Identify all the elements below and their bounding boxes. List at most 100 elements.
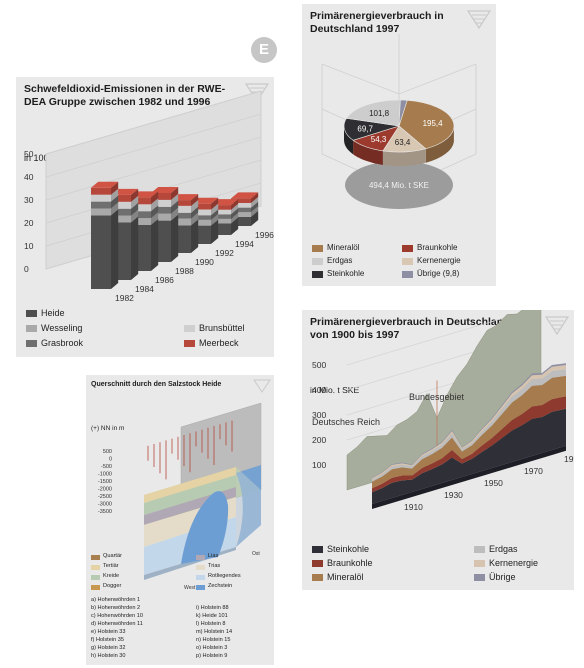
so2-bar-side bbox=[191, 194, 199, 206]
pie-slice-side bbox=[425, 127, 454, 163]
so2-bar-segment bbox=[131, 204, 151, 212]
so2-bar-side bbox=[231, 199, 239, 210]
legend-label-brunsbuettel: Brunsbüttel bbox=[199, 323, 245, 333]
pie-legend-swatch-steinkohle bbox=[312, 271, 323, 278]
so2-bar-segment bbox=[211, 205, 231, 210]
area-chart-title: Primärenergieverbrauch in Deutschland vo… bbox=[310, 316, 510, 341]
so2-ytick-label: 0 bbox=[24, 264, 29, 274]
so2-xtick-label: 1994 bbox=[235, 239, 254, 249]
pie-legend-swatch-uebrige bbox=[402, 271, 413, 278]
so2-bar-side bbox=[151, 212, 159, 225]
pie-legend-steinkohle: Steinkohle bbox=[327, 269, 365, 278]
so2-bar-side bbox=[151, 198, 159, 212]
so2-ytick-label: 10 bbox=[24, 241, 34, 251]
so2-bar-segment bbox=[191, 219, 211, 226]
so2-bar-segment bbox=[191, 203, 211, 210]
so2-bar-side bbox=[191, 199, 199, 213]
well-item: f) Holstein 35 bbox=[91, 637, 124, 643]
so2-ytick-label: 50 bbox=[24, 149, 34, 159]
legend-swatch-grasbrook bbox=[26, 340, 37, 347]
salt-block bbox=[144, 402, 262, 580]
so2-xtick-label: 1982 bbox=[115, 293, 134, 303]
so2-bar-side bbox=[131, 188, 139, 202]
area-logo-icon bbox=[544, 314, 570, 336]
salt-legend-rotliegendes: Rotliegendes bbox=[208, 573, 241, 579]
so2-bar-side bbox=[251, 206, 259, 217]
so2-bar-segment bbox=[231, 212, 251, 217]
so2-xtick-label: 1990 bbox=[195, 257, 214, 267]
so2-chart-title: Schwefeldioxid-Emissionen in der RWE-DEA… bbox=[24, 83, 226, 108]
salt-legend-zechstein: Zechstein bbox=[208, 583, 233, 589]
so2-xtick-label: 1986 bbox=[155, 275, 174, 285]
so2-bar-side bbox=[171, 187, 179, 200]
direction-ost: Ost bbox=[252, 551, 260, 557]
so2-bar-side bbox=[171, 214, 179, 262]
legend-label-grasbrook: Grasbrook bbox=[41, 338, 84, 348]
so2-xtick-label: 1996 bbox=[255, 230, 274, 240]
well-item: m) Holstein 14 bbox=[196, 629, 233, 635]
pie-slice-side bbox=[344, 125, 354, 155]
well-item: d) Hohenwöhrden 11 bbox=[91, 621, 143, 627]
pie-legend-kernenergie: Kernenergie bbox=[417, 256, 461, 265]
so2-chart-panel: Schwefeldioxid-Emissionen in der RWE-DEA… bbox=[16, 77, 274, 357]
pie-slice bbox=[345, 99, 401, 127]
well-item: l) Holstein 8 bbox=[196, 621, 226, 627]
well-item: k) Heide 101 bbox=[196, 613, 228, 619]
area-legend-swatch-mineraloel bbox=[312, 574, 323, 581]
area-legend-swatch-kernenergie bbox=[474, 560, 485, 567]
pie-chart-svg: 494,4 Mio. t SKE 195,4 63,4 54,3 69,7 101,8 bbox=[321, 34, 477, 209]
pie-legend-uebrige: Übrige (9,8) bbox=[417, 269, 460, 278]
so2-bar-top bbox=[231, 192, 259, 199]
so2-gridline bbox=[45, 90, 262, 155]
so2-bar-side bbox=[131, 195, 139, 209]
so2-bar-segment bbox=[91, 208, 111, 216]
so2-bar-segment bbox=[211, 223, 231, 235]
so2-bar-side bbox=[111, 209, 119, 289]
salt-ytick-label: -3000 bbox=[98, 502, 112, 508]
so2-bar-segment bbox=[171, 200, 191, 206]
salt-dome-title: Querschnitt durch den Salzstock Heide bbox=[91, 381, 222, 388]
annotation-bundesgebiet: Bundesgebiet bbox=[409, 392, 465, 402]
well-item: n) Holstein 15 bbox=[196, 637, 231, 643]
so2-bar-side bbox=[131, 209, 139, 223]
salt-swatch-rotliegendes bbox=[196, 575, 205, 580]
well-item: g) Holstein 32 bbox=[91, 645, 126, 651]
so2-xtick-label: 1992 bbox=[215, 248, 234, 258]
area-xtick-label: 1930 bbox=[444, 490, 463, 500]
so2-bar-segment bbox=[91, 187, 111, 195]
so2-bar-segment bbox=[231, 207, 251, 213]
so2-bar-side bbox=[251, 197, 259, 208]
salt-ytick-label: -500 bbox=[101, 464, 112, 470]
area-legend-swatch-uebrige bbox=[474, 574, 485, 581]
pie-legend-mineraloel: Mineralöl bbox=[327, 243, 360, 252]
area-stack-series bbox=[372, 369, 566, 482]
area-legend-erdgas: Erdgas bbox=[489, 544, 518, 554]
well-item: h) Holstein 30 bbox=[91, 653, 126, 659]
so2-bar-segment bbox=[211, 218, 231, 224]
so2-bar-segment bbox=[111, 201, 131, 209]
so2-bar-segment bbox=[111, 194, 131, 202]
salt-legend-lias: Lias bbox=[208, 553, 219, 559]
section-badge: E bbox=[251, 37, 277, 63]
so2-bar-segment bbox=[151, 193, 171, 200]
so2-bar-segment bbox=[211, 214, 231, 219]
so2-bar-side bbox=[131, 202, 139, 216]
so2-xtick-label: 1984 bbox=[135, 284, 154, 294]
so2-bar-segment bbox=[131, 211, 151, 219]
pie-slice-label: 63,4 bbox=[395, 138, 411, 147]
area-ytick-label: 300 bbox=[312, 410, 326, 420]
so2-bar-side bbox=[251, 201, 259, 213]
so2-bar-segment bbox=[171, 212, 191, 219]
area-legend-mineraloel: Mineralöl bbox=[327, 572, 364, 582]
salt-dome-panel: Querschnitt durch den Salzstock Heide (+… bbox=[86, 375, 274, 665]
so2-bar-segment bbox=[171, 205, 191, 213]
legend-swatch-wesseling bbox=[26, 325, 37, 332]
pie-slice-label: 195,4 bbox=[423, 119, 444, 128]
so2-bar-side bbox=[231, 208, 239, 219]
salt-swatch-kreide bbox=[91, 575, 100, 580]
so2-bar-side bbox=[251, 210, 259, 226]
pie-slice-label: 54,3 bbox=[371, 135, 387, 144]
well-item: b) Hohenwöhrden 2 bbox=[91, 605, 141, 611]
layer-zechstein-dome bbox=[181, 491, 229, 564]
pie-legend-swatch-braunkohle bbox=[402, 245, 413, 252]
